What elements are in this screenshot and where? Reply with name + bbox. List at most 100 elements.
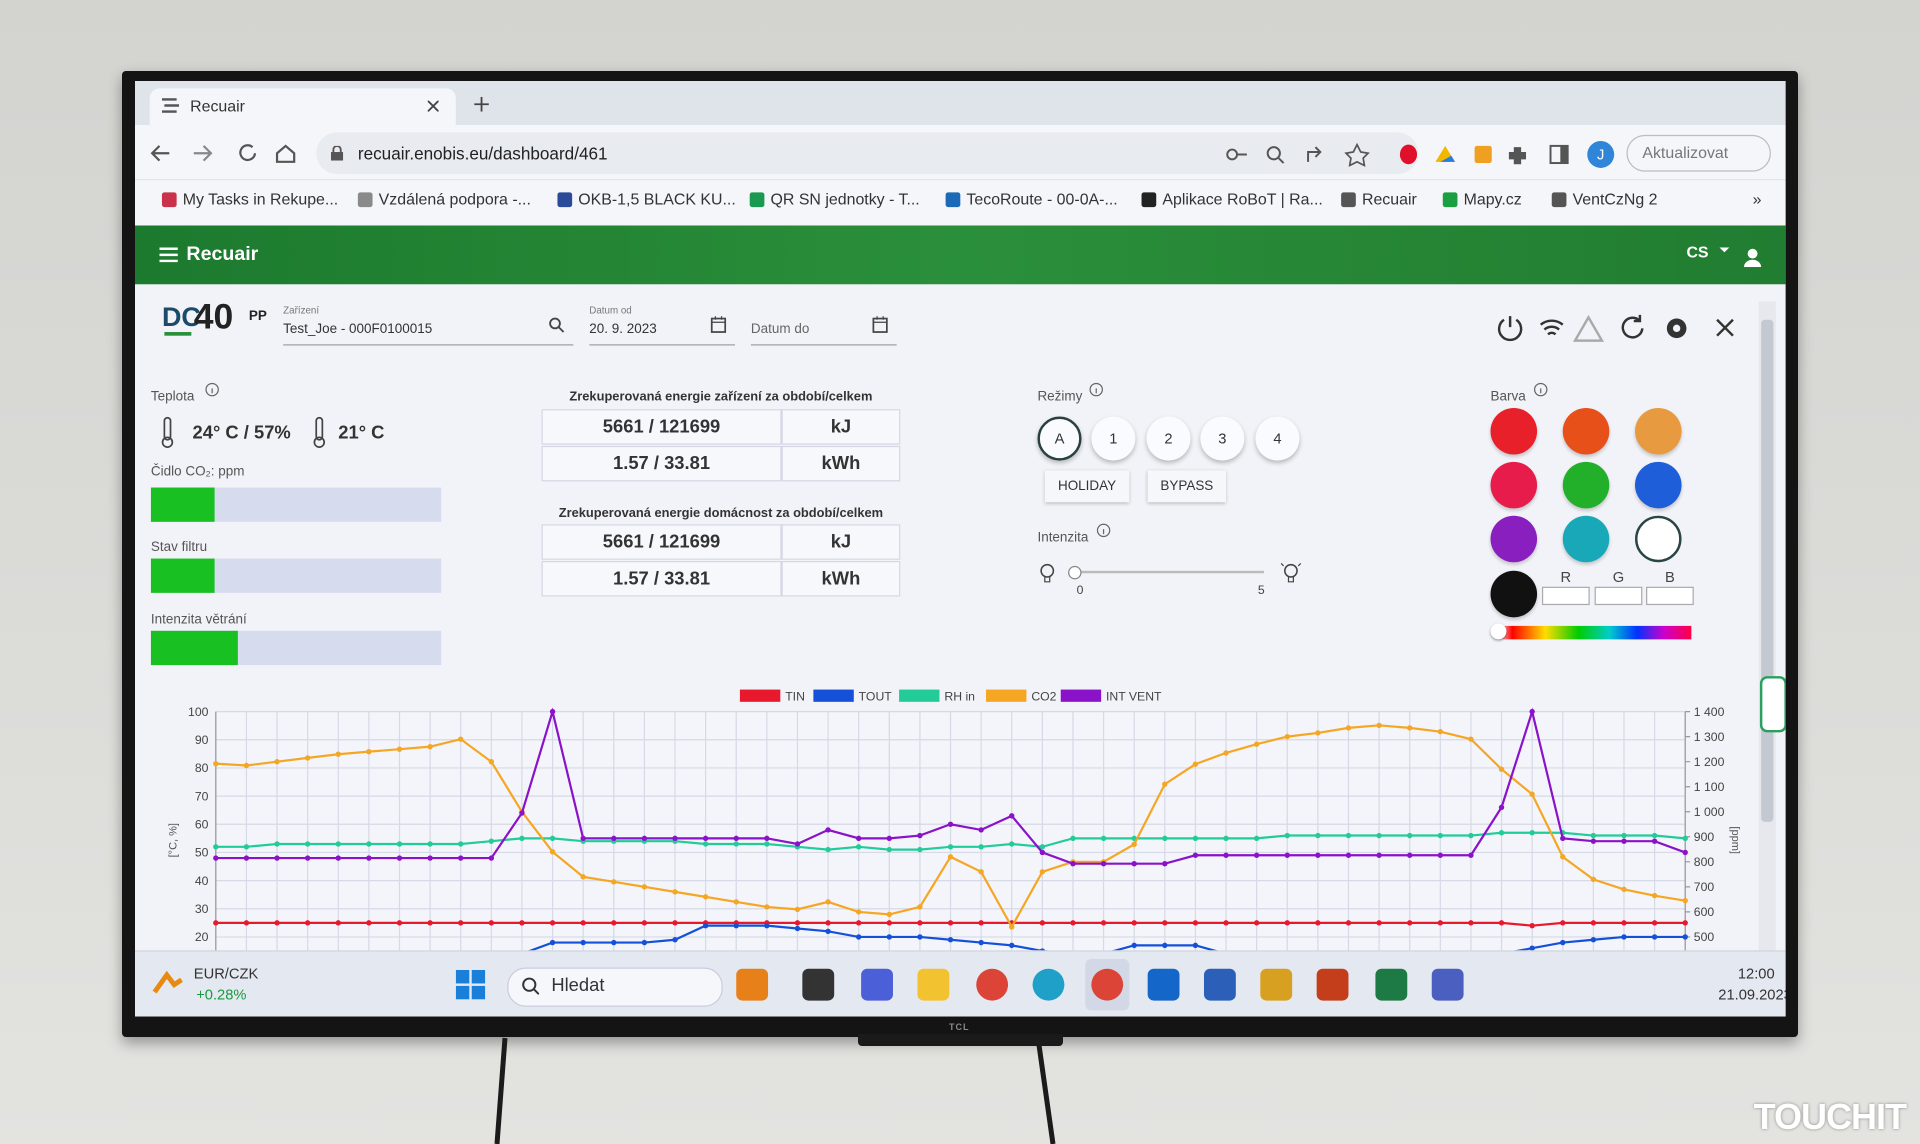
intensity-label: Intenzita xyxy=(1037,530,1089,546)
series-point xyxy=(855,835,862,842)
taskbar-app[interactable] xyxy=(802,968,835,1001)
taskbar-app[interactable] xyxy=(1316,968,1349,1001)
taskbar-app[interactable] xyxy=(861,968,893,1001)
tab-close[interactable] xyxy=(427,100,439,112)
taskbar-app[interactable] xyxy=(1203,968,1236,1001)
lock-icon xyxy=(330,145,344,161)
date-from-value[interactable]: 20. 9. 2023 xyxy=(589,322,657,337)
side-widget[interactable] xyxy=(1759,676,1786,733)
series-point xyxy=(1498,830,1505,836)
bookmark[interactable]: My Tasks in Rekupe... xyxy=(182,189,339,209)
color-swatch[interactable] xyxy=(1635,407,1682,455)
hue-knob[interactable] xyxy=(1490,623,1507,640)
bookmark[interactable]: Recuair xyxy=(1361,189,1417,209)
series-point xyxy=(1651,838,1658,844)
modes-label: Režimy xyxy=(1037,389,1083,405)
rgb-channel-label: B xyxy=(1664,568,1675,586)
series-point xyxy=(213,855,219,861)
date-to-placeholder[interactable]: Datum do xyxy=(750,322,810,337)
color-swatch[interactable] xyxy=(1562,515,1610,563)
info-icon[interactable] xyxy=(1096,523,1111,538)
search-box[interactable] xyxy=(507,967,723,1007)
mode-button-selected[interactable]: A xyxy=(1037,416,1082,461)
color-swatch[interactable] xyxy=(1490,570,1538,618)
info-icon[interactable] xyxy=(1089,382,1104,397)
bookmark[interactable]: OKB-1,5 BLACK KU... xyxy=(578,189,736,209)
energy-cell: 5661 / 121699 xyxy=(541,409,782,445)
series-point xyxy=(549,920,556,926)
bookmark[interactable]: Aplikace RoBoT | Ra... xyxy=(1162,189,1323,209)
color-swatch[interactable] xyxy=(1490,407,1538,455)
taskbar-app[interactable] xyxy=(1431,968,1464,1001)
scrollbar-thumb[interactable] xyxy=(1761,319,1774,822)
color-swatch[interactable] xyxy=(1490,515,1538,563)
date-from-label: Datum od xyxy=(589,305,632,317)
bookmark[interactable]: Mapy.cz xyxy=(1463,189,1522,209)
taskbar-app[interactable] xyxy=(1091,968,1124,1001)
intensity-knob[interactable] xyxy=(1068,565,1082,580)
mode-button[interactable]: 2 xyxy=(1146,416,1191,461)
start-button[interactable] xyxy=(455,969,486,1000)
search-icon xyxy=(522,977,540,995)
color-swatch[interactable] xyxy=(1635,515,1682,563)
series-point xyxy=(1621,920,1627,926)
bookmark[interactable]: TecoRoute - 00-0A-... xyxy=(966,189,1118,209)
taskbar-app[interactable] xyxy=(1375,968,1408,1001)
taskbar-app[interactable] xyxy=(976,968,1009,1001)
hue-slider[interactable] xyxy=(1496,625,1692,640)
series-point xyxy=(1407,725,1413,731)
mode-button[interactable]: 4 xyxy=(1255,416,1300,461)
header-icons[interactable] xyxy=(1719,247,1781,268)
mode-extra-button[interactable]: BYPASS xyxy=(1147,470,1227,503)
device-action-icons[interactable] xyxy=(1497,314,1742,343)
taskbar xyxy=(135,950,1786,1017)
series-point xyxy=(855,844,862,850)
series-point xyxy=(825,920,831,926)
device-value[interactable]: Test_Joe - 000F0100015 xyxy=(283,322,433,337)
search-icon[interactable] xyxy=(549,317,565,333)
taskbar-app[interactable] xyxy=(1032,968,1065,1001)
nav-buttons[interactable] xyxy=(150,142,303,164)
series-point xyxy=(1162,942,1168,949)
bookmarks-more[interactable]: » xyxy=(1752,189,1762,209)
series-point xyxy=(917,846,923,853)
info-icon[interactable] xyxy=(1533,382,1548,397)
color-swatch[interactable] xyxy=(1562,407,1610,455)
menu-icon[interactable] xyxy=(159,247,178,263)
y2-tick-label: 800 xyxy=(1694,855,1715,869)
series-point xyxy=(1162,781,1168,787)
taskbar-app[interactable] xyxy=(1147,968,1180,1001)
rgb-input[interactable] xyxy=(1594,586,1643,606)
rgb-input[interactable] xyxy=(1541,586,1590,606)
calendar-icons[interactable] xyxy=(710,316,895,333)
y2-tick-label: 1 100 xyxy=(1694,780,1725,794)
bookmark-icon xyxy=(1341,192,1356,208)
energy-title: Zrekuperovaná energie zařízení za období… xyxy=(569,389,873,405)
mode-button[interactable]: 1 xyxy=(1091,416,1136,461)
info-icon[interactable] xyxy=(205,382,220,397)
profile-avatar[interactable]: J xyxy=(1587,141,1615,168)
tab[interactable] xyxy=(149,88,456,126)
rgb-input[interactable] xyxy=(1646,586,1694,606)
mode-button[interactable]: 3 xyxy=(1200,416,1245,461)
color-swatch[interactable] xyxy=(1490,461,1538,509)
mode-extra-button[interactable]: HOLIDAY xyxy=(1044,470,1130,503)
color-swatch[interactable] xyxy=(1635,461,1682,509)
tv-brand: TCL xyxy=(949,1022,970,1032)
language-select[interactable]: CS xyxy=(1686,242,1709,262)
toolbar-icons[interactable] xyxy=(1222,142,1602,167)
update-button[interactable]: Aktualizovat xyxy=(1626,134,1771,172)
bookmark[interactable]: VentCzNg 2 xyxy=(1572,189,1658,209)
omnibox[interactable] xyxy=(316,132,1419,175)
color-swatch[interactable] xyxy=(1562,461,1610,509)
y-tick-label: 100 xyxy=(188,705,209,719)
bulb-icons xyxy=(1040,563,1302,583)
series-point xyxy=(1560,854,1566,860)
bookmark[interactable]: Vzdálená podpora -... xyxy=(378,189,531,209)
taskbar-app[interactable] xyxy=(736,968,769,1001)
bookmark[interactable]: QR SN jednotky - T... xyxy=(770,189,920,209)
taskbar-app[interactable] xyxy=(917,968,950,1001)
new-tab[interactable] xyxy=(474,96,489,112)
taskbar-app[interactable] xyxy=(1260,968,1293,1001)
